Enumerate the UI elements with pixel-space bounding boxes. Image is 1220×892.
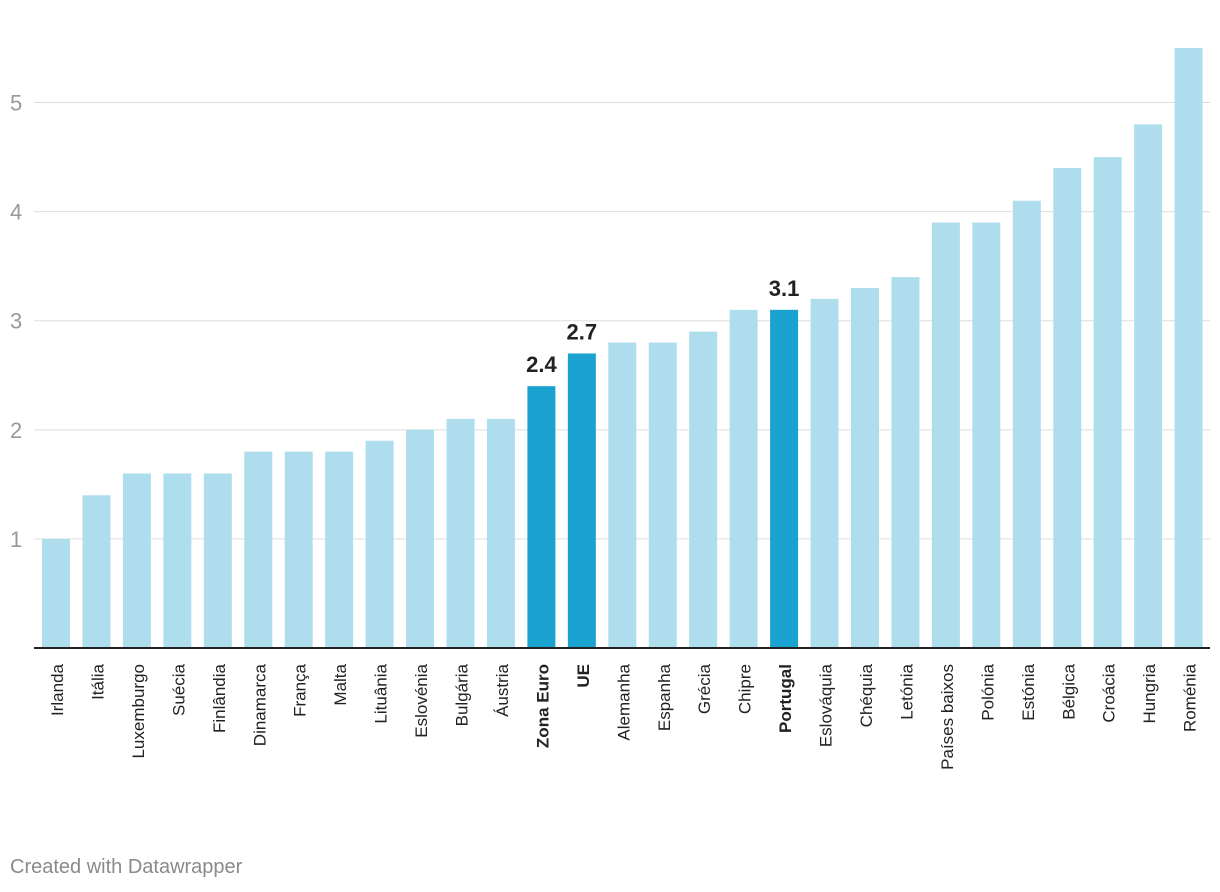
- data-label-2: 3.1: [769, 276, 800, 301]
- x-tick-label-26: Croácia: [1100, 663, 1119, 722]
- x-tick-label-22: Países baixos: [938, 664, 957, 770]
- y-tick-label-5: 5: [10, 91, 22, 116]
- data-label-1: 2.7: [567, 319, 598, 344]
- y-tick-label-1: 1: [10, 527, 22, 552]
- x-tick-label-18: Portugal: [776, 664, 795, 733]
- data-label-0: 2.4: [526, 352, 557, 377]
- x-tick-label-4: Finlândia: [210, 663, 229, 733]
- x-tick-label-10: Bulgária: [453, 663, 472, 726]
- bar-6: [284, 451, 313, 648]
- bar-2: [122, 473, 151, 648]
- bar-23: [972, 222, 1001, 648]
- bar-10: [446, 418, 475, 648]
- credit-text: Created with Datawrapper: [10, 856, 243, 878]
- x-tick-label-14: Alemanha: [614, 663, 633, 740]
- x-tick-label-24: Estónia: [1019, 663, 1038, 720]
- y-tick-label-3: 3: [10, 309, 22, 334]
- x-tick-label-28: Roménia: [1181, 663, 1200, 732]
- bar-7: [325, 451, 354, 648]
- x-tick-label-20: Chéquia: [857, 663, 876, 727]
- x-tick-label-21: Letónia: [897, 663, 916, 719]
- bar-25: [1053, 168, 1082, 648]
- bar-5: [244, 451, 273, 648]
- x-tick-label-16: Grécia: [695, 663, 714, 714]
- bar-16: [689, 331, 718, 648]
- bar-24: [1012, 200, 1041, 648]
- x-tick-label-17: Chipre: [736, 664, 755, 714]
- x-tick-label-23: Polónia: [978, 663, 997, 720]
- x-tick-label-5: Dinamarca: [250, 663, 269, 746]
- bar-17: [729, 309, 758, 648]
- bar-11: [486, 418, 515, 648]
- bar-20: [851, 288, 879, 648]
- bar-15: [648, 342, 677, 648]
- x-tick-label-9: Eslovénia: [412, 663, 431, 737]
- x-tick-label-27: Hungria: [1140, 663, 1159, 723]
- bar-18: [770, 309, 799, 648]
- x-tick-label-7: Malta: [331, 663, 350, 705]
- bar-0: [42, 538, 70, 648]
- x-tick-label-25: Bélgica: [1059, 663, 1078, 719]
- x-tick-label-6: França: [291, 663, 310, 716]
- y-tick-label-4: 4: [10, 200, 22, 225]
- x-tick-label-8: Lituânia: [372, 663, 391, 723]
- x-tick-label-15: Espanha: [655, 663, 674, 731]
- bar-22: [931, 222, 960, 648]
- bar-1: [82, 495, 111, 648]
- x-tick-label-19: Eslováquia: [817, 663, 836, 747]
- bar-13: [567, 353, 596, 648]
- x-tick-label-11: Áustria: [493, 663, 512, 716]
- bar-19: [810, 298, 839, 648]
- x-tick-label-1: Itália: [88, 663, 107, 699]
- bar-28: [1174, 48, 1203, 648]
- bar-12: [527, 386, 556, 648]
- bar-9: [406, 429, 435, 648]
- bar-14: [608, 342, 637, 648]
- x-tick-label-2: Luxemburgo: [129, 664, 148, 759]
- bar-3: [163, 473, 192, 648]
- x-tick-label-13: UE: [574, 664, 593, 688]
- bar-8: [365, 440, 394, 648]
- x-tick-label-3: Suécia: [169, 663, 188, 716]
- bar-26: [1093, 157, 1122, 648]
- bar-4: [203, 473, 232, 648]
- x-tick-label-0: Irlanda: [48, 663, 67, 716]
- bar-21: [891, 277, 920, 648]
- bar-27: [1134, 124, 1163, 648]
- x-tick-label-12: Zona Euro: [533, 664, 552, 748]
- y-tick-label-2: 2: [10, 418, 22, 443]
